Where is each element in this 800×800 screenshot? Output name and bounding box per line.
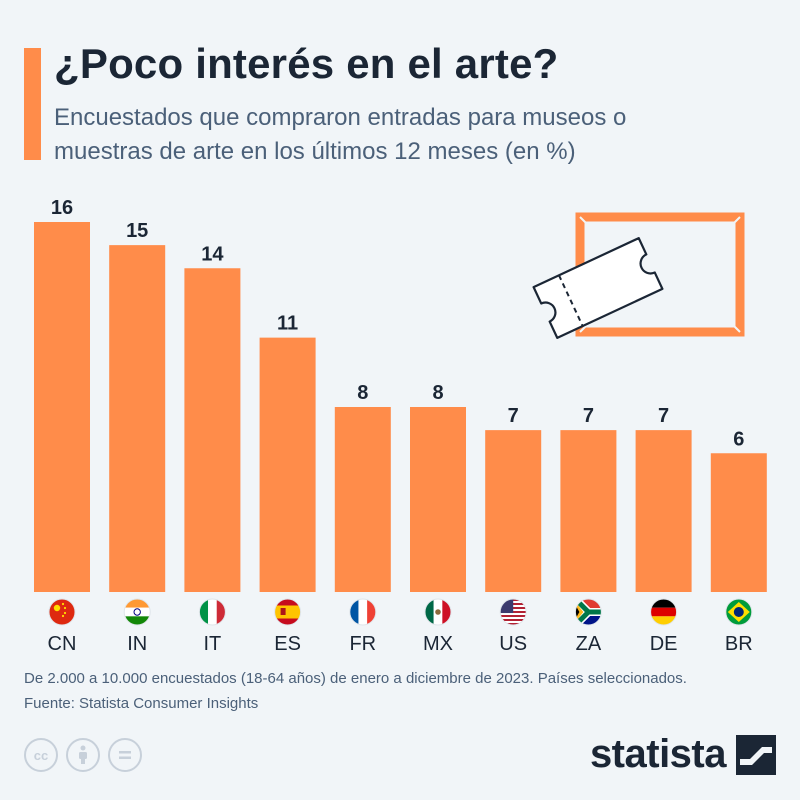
bar-cn xyxy=(34,222,90,592)
flag-in-icon xyxy=(123,598,151,626)
flag-mx-icon xyxy=(424,598,452,626)
flag-it-icon xyxy=(198,598,226,626)
flag-cn-icon xyxy=(48,598,76,626)
category-label-fr: FR xyxy=(349,633,376,655)
brand-name: statista xyxy=(589,732,727,776)
bar-fr xyxy=(334,407,391,592)
flag-za-icon xyxy=(574,598,602,626)
category-label-br: BR xyxy=(725,633,753,655)
data-label-es: 11 xyxy=(277,313,298,335)
data-label-us: 7 xyxy=(508,405,519,427)
category-label-es: ES xyxy=(274,633,301,655)
bar-br xyxy=(710,453,767,592)
bar-it xyxy=(184,268,241,592)
statista-mark-icon xyxy=(736,734,776,775)
chart-title: ¿Poco interés en el arte? xyxy=(54,40,559,87)
bar-za xyxy=(560,430,617,592)
attribution-icon[interactable] xyxy=(66,738,100,772)
bar-in xyxy=(109,245,166,592)
data-label-it: 14 xyxy=(201,243,224,265)
data-label-mx: 8 xyxy=(432,382,443,404)
flag-fr-icon xyxy=(349,598,377,626)
data-label-za: 7 xyxy=(583,405,594,427)
data-label-de: 7 xyxy=(658,405,669,427)
title-accent-bar xyxy=(24,48,41,160)
no-derivatives-icon[interactable] xyxy=(108,738,142,772)
statista-logo[interactable]: statista xyxy=(590,732,776,777)
data-label-cn: 16 xyxy=(51,197,73,219)
bar-es xyxy=(259,337,316,592)
category-label-cn: CN xyxy=(48,633,77,655)
cc-icon[interactable]: cc xyxy=(24,738,58,772)
footnote: De 2.000 a 10.000 encuestados (18-64 año… xyxy=(24,666,687,716)
category-label-de: DE xyxy=(650,633,678,655)
footnote-source: Fuente: Statista Consumer Insights xyxy=(24,695,259,712)
footnote-description: De 2.000 a 10.000 encuestados (18-64 año… xyxy=(24,670,687,687)
data-label-br: 6 xyxy=(733,428,744,450)
flag-de-icon xyxy=(650,598,678,626)
data-label-in: 15 xyxy=(126,220,148,242)
data-label-fr: 8 xyxy=(357,382,368,404)
bar-mx xyxy=(410,407,466,592)
flag-es-icon xyxy=(274,598,302,626)
flag-br-icon xyxy=(725,598,753,626)
bar-us xyxy=(485,430,542,592)
license-icons: cc xyxy=(24,738,142,772)
bar-chart: 16 CN 15 IN 14 IT 11 ES 8 FR 8 MX 7 US 7 ZA 7 DE 6 BR xyxy=(34,197,767,655)
bar-de xyxy=(635,430,692,592)
ticket-icon xyxy=(532,237,664,339)
category-label-in: IN xyxy=(127,633,147,655)
category-label-us: US xyxy=(499,633,527,655)
category-label-it: IT xyxy=(204,633,222,655)
chart-subtitle: Encuestados que compraron entradas para … xyxy=(54,104,627,165)
flag-us-icon xyxy=(499,598,527,626)
category-label-za: ZA xyxy=(576,633,602,655)
category-label-mx: MX xyxy=(423,633,453,655)
